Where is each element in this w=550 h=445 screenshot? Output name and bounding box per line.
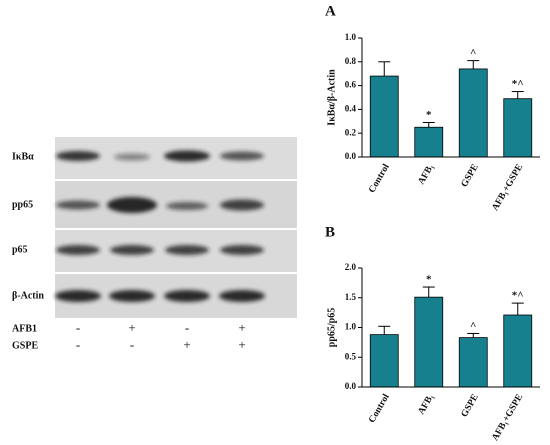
treatment-sign: - <box>76 337 80 352</box>
treatment-sign: + <box>238 337 245 352</box>
x-tick-label: Control <box>367 392 392 425</box>
y-tick-label: 0.0 <box>345 381 357 391</box>
y-tick-label: 0.2 <box>345 127 357 137</box>
treatment-sign: - <box>185 320 189 335</box>
y-tick-label: 0.5 <box>345 351 357 361</box>
bar <box>458 68 488 158</box>
bar <box>503 314 533 388</box>
y-axis-label: pp65/p65 <box>326 308 337 347</box>
treatment-sign: + <box>128 320 135 335</box>
y-tick-label: 1.5 <box>345 292 357 302</box>
significance-mark: ^ <box>470 47 476 59</box>
y-tick-label: 0.8 <box>345 56 357 66</box>
significance-mark: * <box>426 109 432 121</box>
x-tick-label: AFB₁ <box>417 162 437 186</box>
bar <box>414 126 444 158</box>
y-tick-label: 1.0 <box>345 322 357 332</box>
treatment-sign: + <box>238 320 245 335</box>
blot-row-label: p65 <box>12 244 28 255</box>
x-tick-label: AFB₁+GSPE <box>491 393 526 443</box>
bar <box>369 334 399 388</box>
x-tick-label: Control <box>367 162 392 195</box>
y-tick-label: 1.0 <box>345 32 357 42</box>
y-axis-label: IκBα/β-Actin <box>326 69 337 126</box>
treatment-sign: + <box>183 337 190 352</box>
treatment-sign: - <box>76 320 80 335</box>
significance-mark: * <box>426 274 432 286</box>
treatment-label: GSPE <box>12 340 38 351</box>
y-tick-label: 2.0 <box>345 262 357 272</box>
x-tick-label: GSPE <box>460 393 481 419</box>
x-tick-label: GSPE <box>460 163 481 189</box>
bar <box>503 98 533 158</box>
x-tick-label: AFB₁ <box>417 392 437 416</box>
y-tick-label: 0.6 <box>345 80 357 90</box>
blot-row-label: pp65 <box>12 199 33 210</box>
blot-row-label: IκBα <box>12 151 34 162</box>
bar <box>458 337 488 388</box>
y-tick-label: 0.0 <box>345 151 357 161</box>
y-tick-label: 0.4 <box>345 103 357 113</box>
panel-label: B <box>325 224 335 240</box>
x-tick-label: AFB₁+GSPE <box>491 163 526 213</box>
blot-row-label: β-Actin <box>12 290 44 301</box>
bar <box>369 75 399 158</box>
blot-image <box>55 137 297 318</box>
significance-mark: *^ <box>512 78 524 90</box>
significance-mark: ^ <box>470 320 476 332</box>
treatment-sign: - <box>130 337 134 352</box>
treatment-label: AFB1 <box>12 323 37 334</box>
panel-label: A <box>325 3 336 19</box>
bar <box>414 296 444 388</box>
significance-mark: *^ <box>512 290 524 302</box>
